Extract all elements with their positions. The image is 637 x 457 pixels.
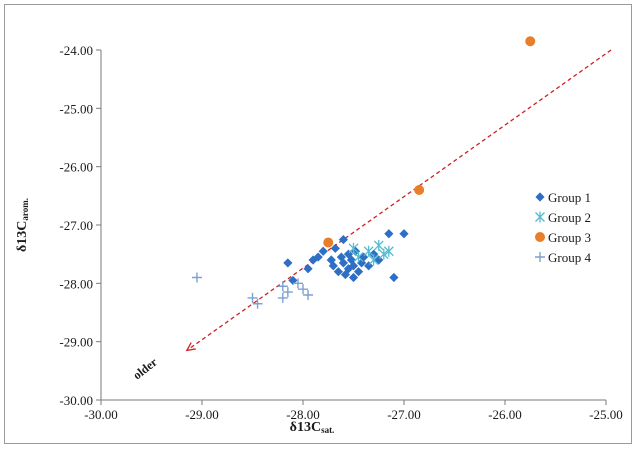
series-group-4 — [191, 272, 314, 309]
series-group-2 — [348, 239, 394, 266]
y-tick-label: -28.00 — [59, 276, 93, 291]
legend-item: Group 1 — [535, 190, 591, 205]
data-point-group-1 — [359, 252, 369, 262]
data-point-group-1 — [328, 261, 338, 271]
y-tick-label: -26.00 — [59, 160, 93, 175]
x-tick-label: -26.00 — [488, 407, 522, 422]
data-point-group-1 — [338, 234, 348, 245]
y-tick-label: -24.00 — [59, 43, 93, 58]
data-point-group-2 — [353, 251, 364, 263]
data-point-group-3 — [414, 185, 425, 195]
data-point-group-4 — [292, 278, 303, 289]
legend-item: Group 3 — [535, 230, 591, 245]
data-point-group-1 — [333, 267, 343, 277]
data-point-group-1 — [353, 267, 364, 277]
data-point-group-1 — [340, 269, 351, 280]
data-point-group-1 — [288, 275, 298, 286]
x-tick-label: -29.00 — [185, 407, 219, 422]
legend-label: Group 4 — [548, 250, 591, 265]
data-point-group-1 — [348, 272, 359, 283]
data-point-group-1 — [389, 272, 399, 283]
legend-label: Group 3 — [548, 230, 591, 245]
y-axis-title: δ13Carom. — [15, 198, 30, 252]
y-tick-label: -30.00 — [59, 393, 93, 408]
trend-arrow-layer — [185, 49, 612, 352]
annotation-older: older — [130, 355, 160, 383]
y-tick-label: -27.00 — [59, 218, 93, 233]
legend-item: Group 2 — [535, 210, 591, 225]
trend-arrowhead — [185, 342, 196, 352]
y-tick-label: -25.00 — [59, 101, 93, 116]
chart-frame — [4, 4, 632, 444]
data-point-group-1 — [399, 229, 409, 239]
x-axis-title: δ13Csat. — [290, 420, 335, 435]
data-point-group-4 — [277, 281, 288, 292]
x-tick-label: -28.00 — [286, 407, 320, 422]
data-point-group-1 — [348, 261, 359, 271]
data-point-group-2 — [363, 245, 374, 257]
data-point-group-4 — [277, 292, 288, 303]
legend-marker — [535, 211, 545, 223]
data-point-group-3 — [525, 36, 536, 47]
trend-line — [186, 49, 612, 351]
data-point-group-4 — [282, 287, 293, 298]
data-point-group-1 — [330, 243, 340, 253]
data-point-group-3 — [323, 237, 334, 248]
series-group-1 — [283, 229, 409, 286]
x-tick-label: -25.00 — [589, 407, 623, 422]
data-points — [191, 36, 536, 309]
data-point-group-1 — [338, 258, 348, 268]
x-tick-label: -27.00 — [387, 407, 421, 422]
y-tick-label: -29.00 — [59, 335, 93, 350]
legend-label: Group 2 — [548, 210, 591, 225]
data-point-group-2 — [368, 254, 379, 266]
legend: Group 1 Group 2 Group 3 Group 4 — [535, 190, 591, 265]
data-point-group-1 — [364, 261, 374, 271]
data-point-group-1 — [283, 258, 293, 268]
legend-item: Group 4 — [535, 250, 591, 265]
data-point-group-1 — [384, 229, 394, 239]
data-point-group-2 — [383, 245, 394, 257]
legend-marker — [535, 192, 545, 202]
x-tick-label: -30.00 — [84, 407, 118, 422]
legend-label: Group 1 — [548, 190, 591, 205]
data-point-group-1 — [318, 246, 328, 256]
data-point-group-4 — [247, 292, 258, 303]
tick-labels: -30.00 -29.00 -28.00 -27.00 -26.00 -25.00 -24.… — [59, 43, 622, 422]
data-point-group-2 — [373, 239, 384, 251]
data-point-group-4 — [252, 298, 263, 309]
data-point-group-2 — [348, 242, 359, 254]
data-point-group-4 — [303, 290, 314, 300]
data-point-group-1 — [369, 249, 379, 259]
legend-marker — [535, 252, 545, 262]
data-point-group-4 — [298, 284, 308, 295]
axes — [100, 50, 606, 401]
series-group-3 — [323, 36, 536, 248]
data-point-group-2 — [378, 248, 389, 260]
data-point-group-1 — [356, 258, 367, 268]
data-point-group-1 — [313, 252, 323, 262]
legend-marker — [535, 232, 545, 242]
data-point-group-1 — [303, 264, 313, 274]
data-point-group-4 — [191, 272, 202, 283]
